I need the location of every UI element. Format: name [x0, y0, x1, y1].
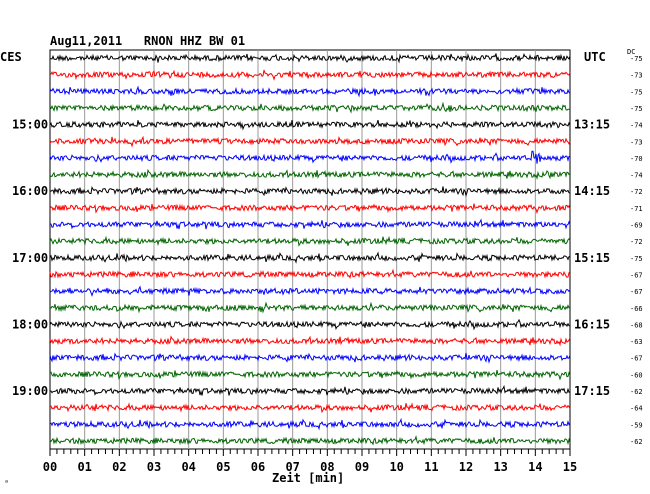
- seismic-trace-row-3: [49, 101, 571, 114]
- right-time-label: 17:15: [574, 384, 610, 398]
- x-tick-label: 11: [424, 460, 438, 474]
- x-tick-label: 08: [320, 460, 334, 474]
- dc-offset-label: -60: [630, 371, 643, 379]
- seismic-trace-row-0: [49, 53, 571, 64]
- dc-offset-label: -67: [630, 271, 643, 279]
- x-tick-label: 03: [147, 460, 161, 474]
- seismic-trace-row-20: [50, 384, 571, 396]
- x-axis-title: Zeit [min]: [272, 471, 345, 485]
- dc-offset-label: -62: [630, 438, 643, 446]
- dc-offset-label: -74: [630, 172, 643, 180]
- seismic-trace-row-14: [49, 285, 571, 297]
- x-tick-label: 05: [216, 460, 230, 474]
- x-tick-label: 09: [355, 460, 369, 474]
- x-tick-label: 04: [181, 460, 195, 474]
- seismic-trace-row-15: [49, 301, 571, 314]
- dc-offset-label: -72: [630, 188, 643, 196]
- x-tick-label: 00: [43, 460, 57, 474]
- seismic-trace-row-13: [49, 268, 571, 280]
- x-tick-label: 07: [285, 460, 299, 474]
- x-tick-label: 15: [563, 460, 577, 474]
- right-time-label: 13:15: [574, 118, 610, 132]
- seismic-trace-row-18: [49, 352, 571, 364]
- dc-offset-label: -75: [630, 55, 643, 63]
- dc-offset-label: -75: [630, 105, 643, 113]
- x-tick-label: 14: [528, 460, 542, 474]
- seismic-trace-row-9: [49, 203, 571, 215]
- seismic-trace-row-21: [49, 402, 571, 414]
- seismic-trace-row-1: [49, 69, 571, 81]
- seismic-trace-row-5: [49, 135, 571, 148]
- seismic-trace-row-2: [49, 85, 571, 98]
- seismic-trace-row-19: [49, 369, 571, 381]
- seismic-trace-row-16: [49, 318, 571, 331]
- plot-frame: [49, 49, 571, 450]
- dc-offset-label: -73: [630, 72, 643, 80]
- dc-offset-label: -67: [630, 288, 643, 296]
- left-timezone-label: CES: [0, 50, 22, 64]
- seismic-trace-row-12: [49, 251, 571, 264]
- left-time-label: 18:00: [12, 317, 48, 331]
- dc-offset-label: -67: [630, 355, 643, 363]
- dc-offset-label: -70: [630, 155, 643, 163]
- dc-offset-label: -74: [630, 122, 643, 130]
- dc-offset-label: -64: [630, 405, 643, 413]
- dc-offset-label: -71: [630, 205, 643, 213]
- left-time-label: 15:00: [12, 118, 48, 132]
- dc-offset-label: -68: [630, 321, 643, 329]
- x-tick-label: 01: [77, 460, 91, 474]
- dc-offset-label: -62: [630, 388, 643, 396]
- dc-offset-label: -75: [630, 88, 643, 96]
- left-time-label: 17:00: [12, 251, 48, 265]
- left-time-label: 19:00: [12, 384, 48, 398]
- right-time-label: 15:15: [574, 251, 610, 265]
- right-timezone-label: UTC: [584, 50, 606, 64]
- dc-offset-label: -63: [630, 338, 643, 346]
- left-time-label: 16:00: [12, 184, 48, 198]
- x-tick-label: 10: [389, 460, 403, 474]
- x-tick-label: 02: [112, 460, 126, 474]
- x-tick-label: 13: [493, 460, 507, 474]
- x-tick-label: 12: [459, 460, 473, 474]
- seismic-trace-row-7: [49, 168, 571, 181]
- seismic-trace-row-6: [49, 150, 571, 164]
- seismic-trace-row-17: [49, 335, 571, 347]
- seismic-trace-row-8: [49, 186, 571, 198]
- dc-offset-label: -59: [630, 421, 643, 429]
- dc-offset-label: -73: [630, 138, 643, 146]
- chart-title: Aug11,2011 RNON HHZ BW 01: [50, 34, 246, 48]
- dc-offset-label: -72: [630, 238, 643, 246]
- seismic-trace-row-23: [49, 434, 571, 446]
- dc-offset-label: -69: [630, 222, 643, 230]
- right-time-label: 16:15: [574, 317, 610, 331]
- right-time-label: 14:15: [574, 184, 610, 198]
- x-tick-label: 06: [251, 460, 265, 474]
- dc-offset-label: -75: [630, 255, 643, 263]
- corner-mark: ᵃ: [4, 478, 9, 487]
- dc-offset-header: DC: [627, 48, 636, 56]
- seismic-trace-row-10: [49, 218, 571, 230]
- dc-offset-label: -66: [630, 305, 643, 313]
- seismic-trace-row-4: [49, 119, 571, 131]
- seismic-trace-row-11: [49, 235, 571, 247]
- seismic-trace-row-22: [49, 417, 571, 431]
